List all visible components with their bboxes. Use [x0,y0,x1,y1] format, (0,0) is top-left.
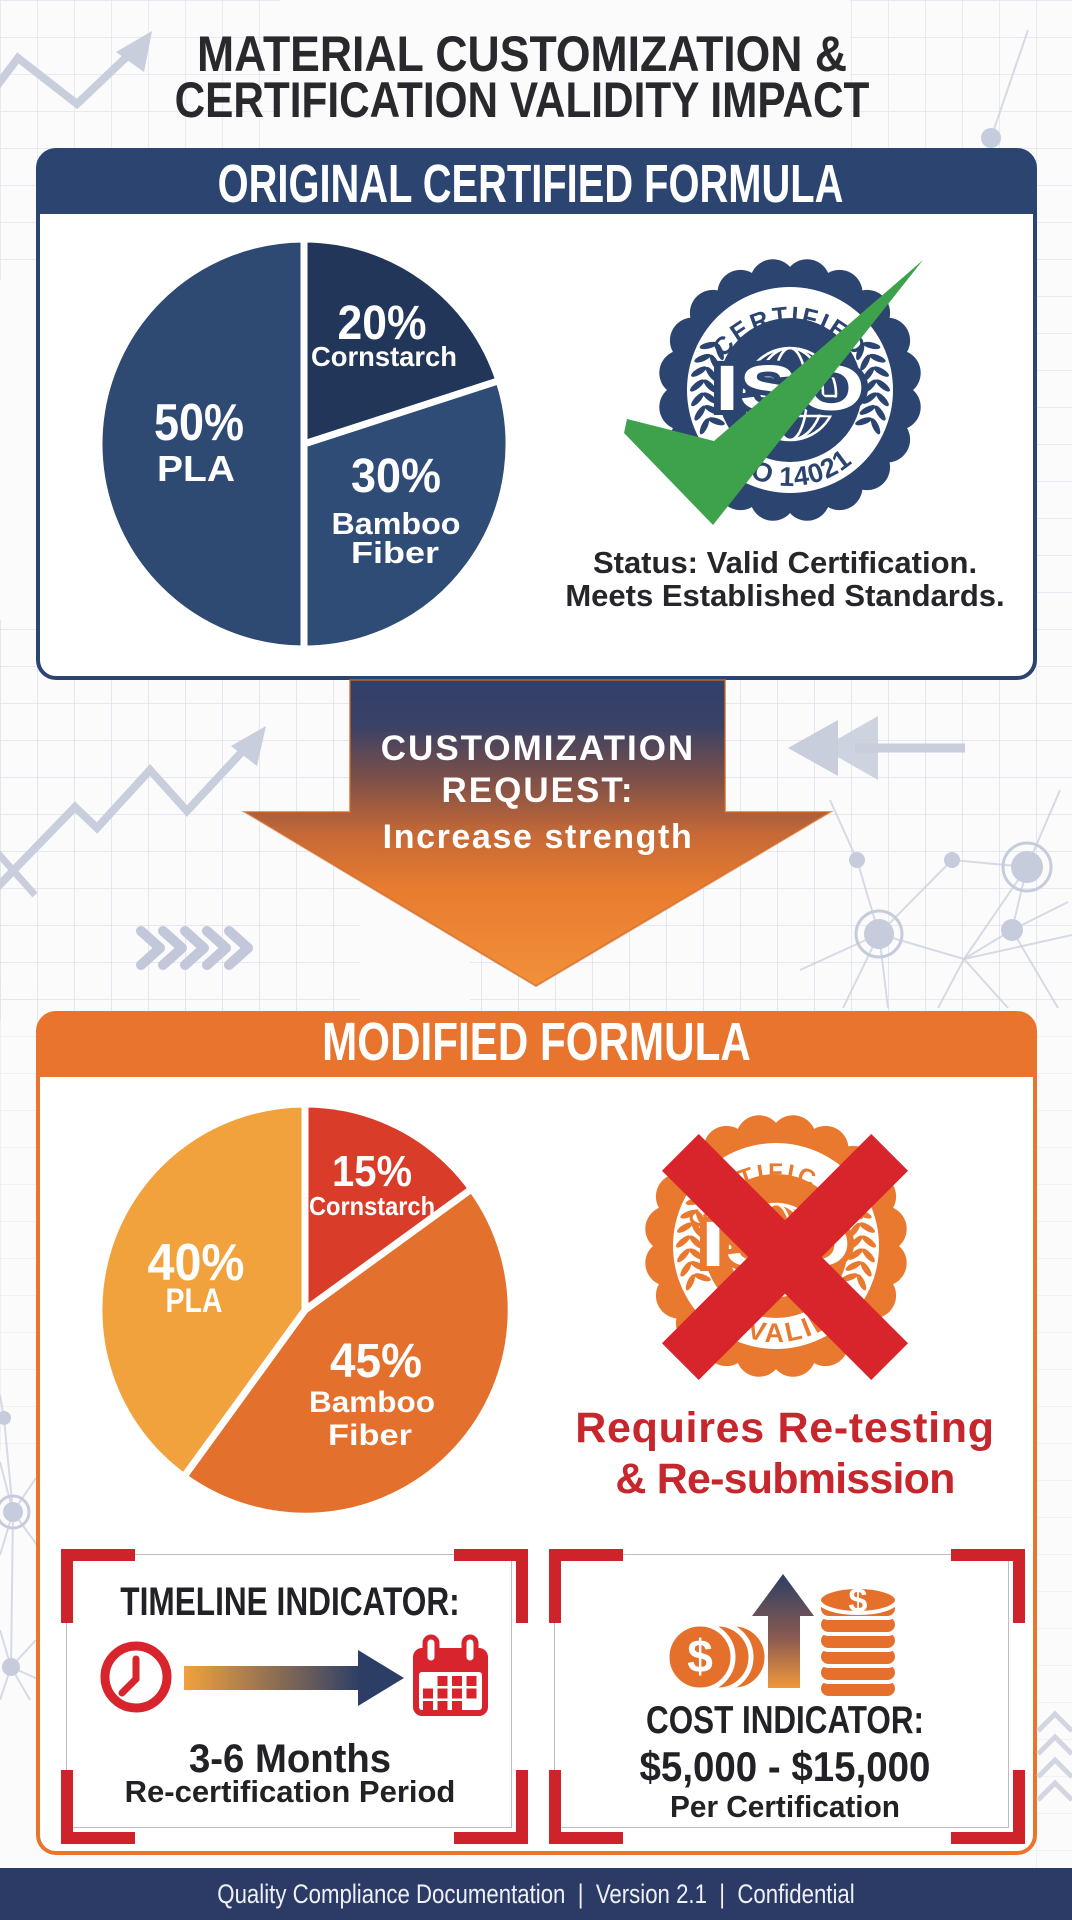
svg-text:Bamboo: Bamboo [309,1386,435,1419]
svg-text:50%: 50% [154,394,244,452]
svg-text:PLA: PLA [166,1282,223,1320]
svg-text:40%: 40% [148,1234,245,1292]
svg-text:$: $ [849,1582,868,1620]
svg-text:Fiber: Fiber [351,535,439,570]
svg-text:PLA: PLA [157,448,235,489]
svg-text:Cornstarch: Cornstarch [311,341,457,372]
svg-text:Cornstarch: Cornstarch [309,1191,435,1221]
svg-text:$: $ [687,1630,713,1682]
svg-text:Fiber: Fiber [328,1419,412,1452]
svg-text:30%: 30% [351,450,441,503]
svg-text:15%: 15% [332,1147,412,1196]
svg-text:45%: 45% [330,1335,422,1388]
svg-text:Bamboo: Bamboo [332,506,461,541]
svg-text:20%: 20% [338,297,427,350]
